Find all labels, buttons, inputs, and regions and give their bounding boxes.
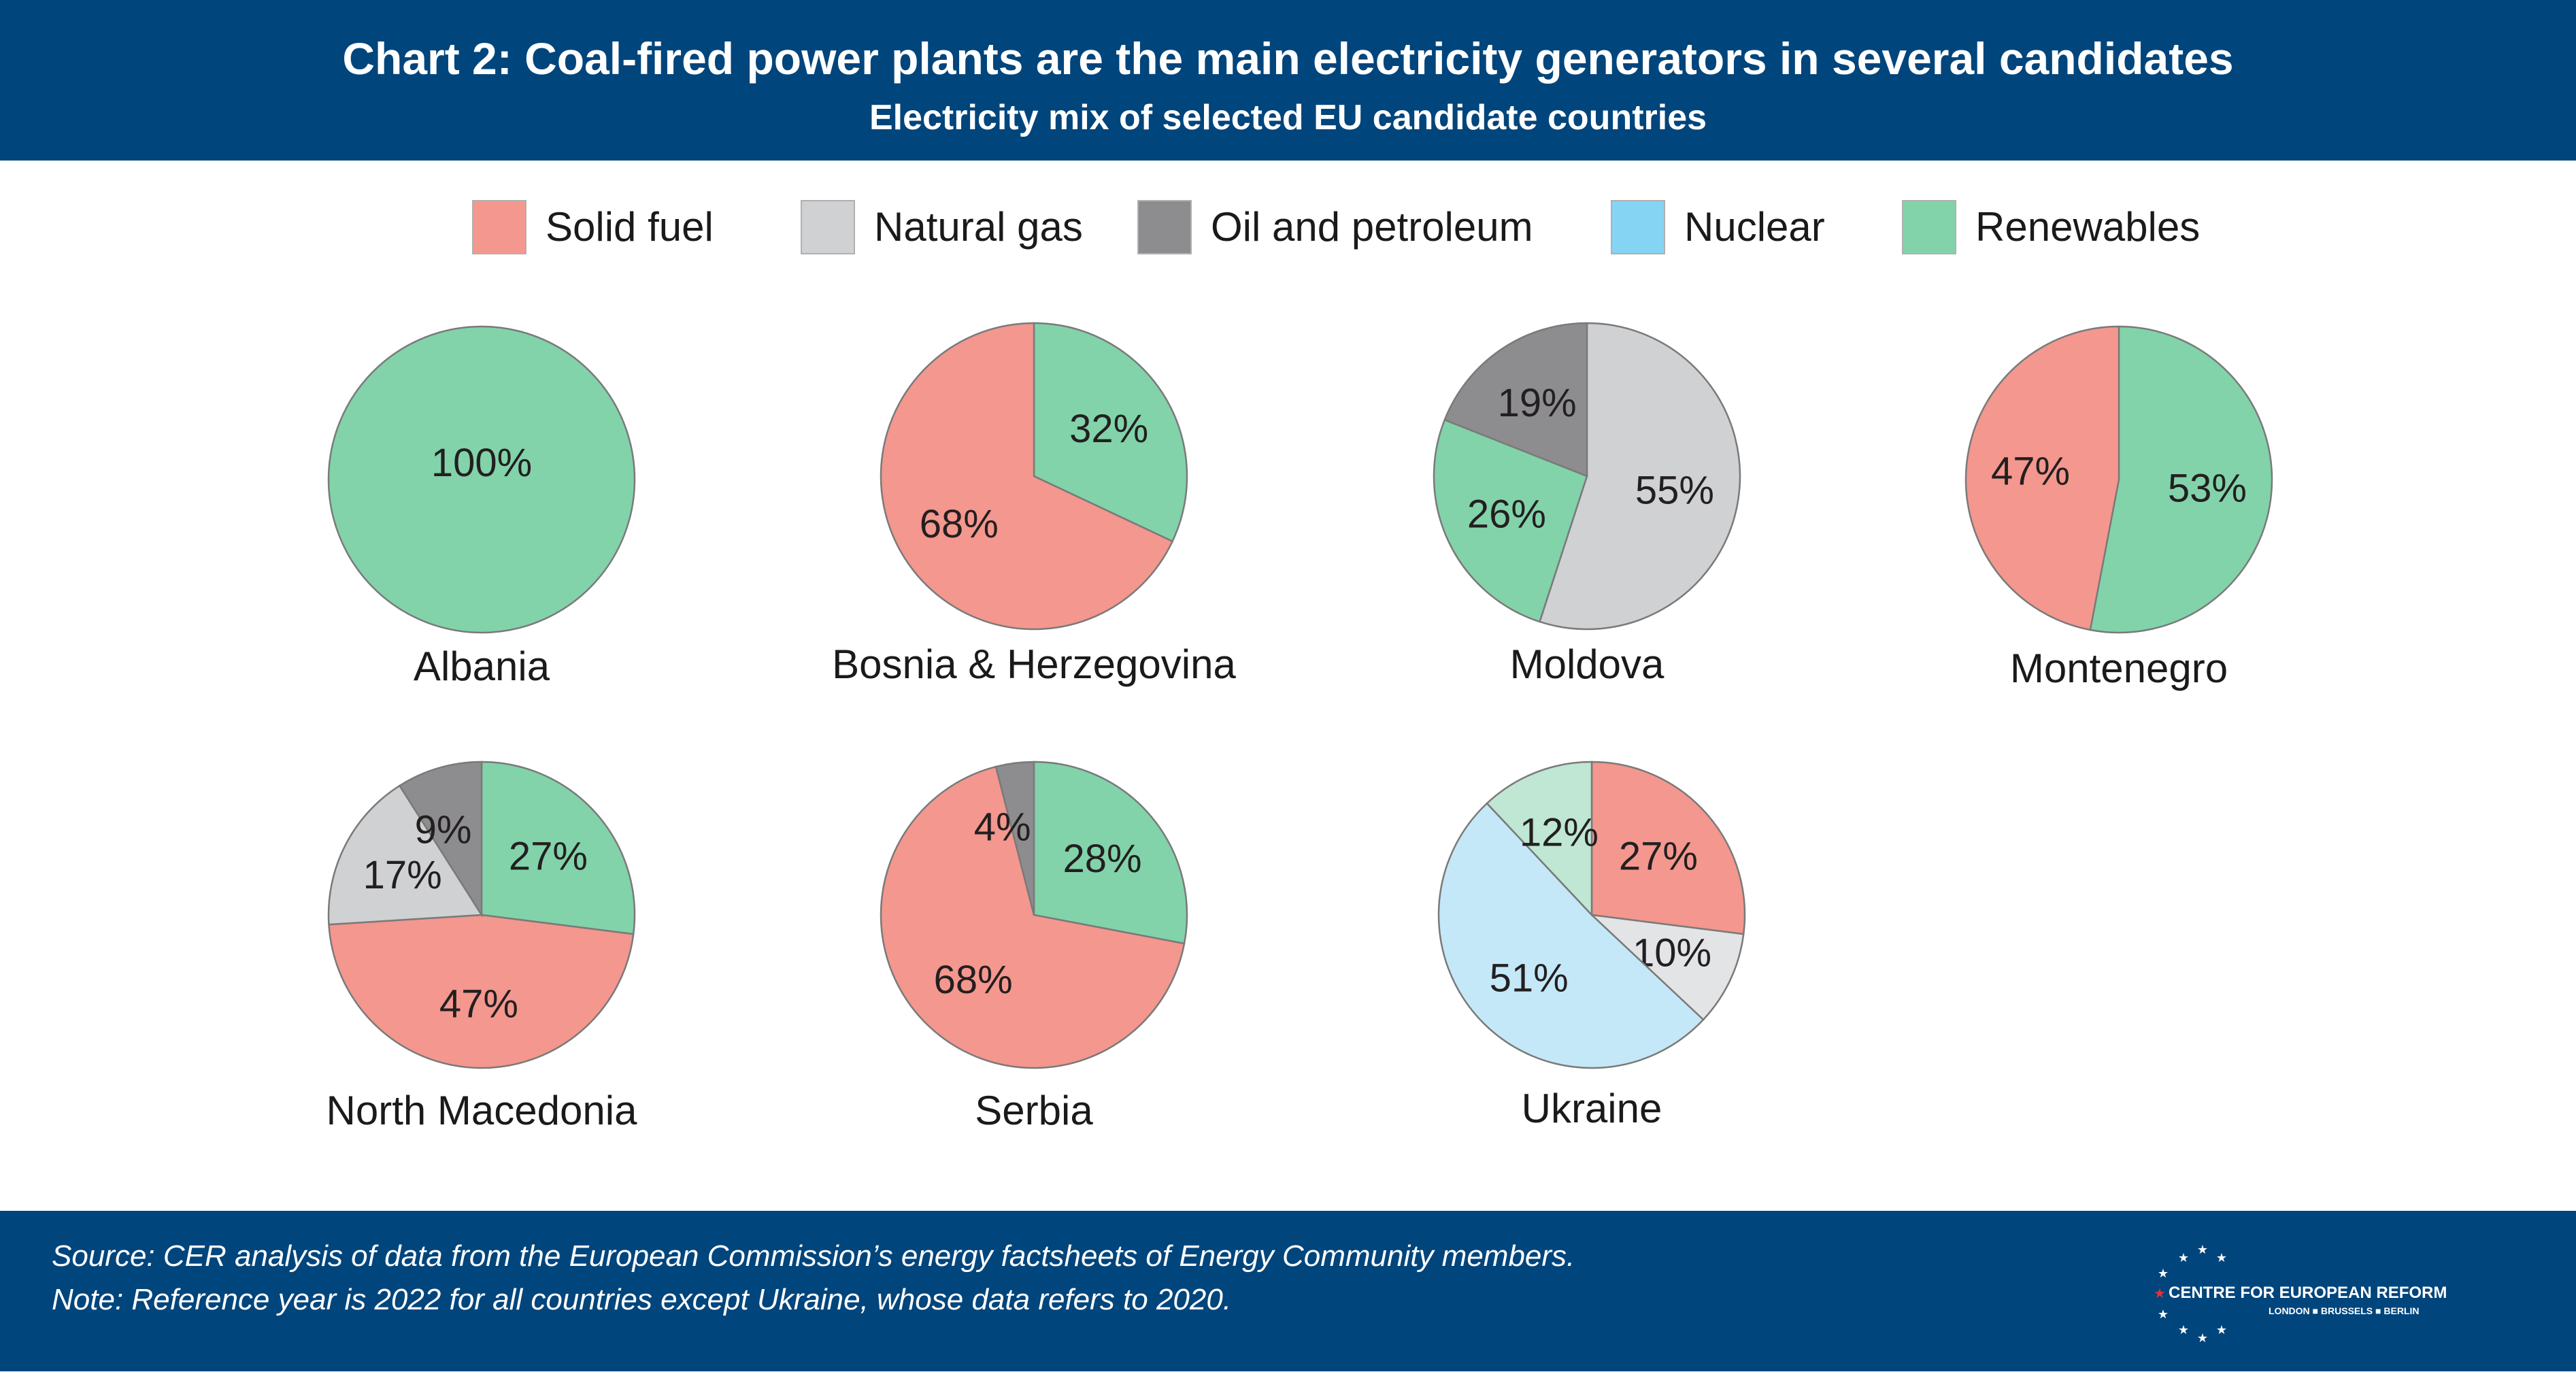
legend-label-renewables: Renewables bbox=[1975, 204, 2201, 250]
slice-moldova-oil-and-petroleum bbox=[1443, 322, 1588, 478]
slice-ukraine-renewables bbox=[1486, 761, 1593, 918]
country-label-ukraine: Ukraine bbox=[1522, 1086, 1662, 1131]
data-label-ukraine-renewables: 12% bbox=[1520, 811, 1599, 855]
pie-charts: 100% Albania 32% 68% Bosnia & Herzegovina 55%… bbox=[327, 322, 2273, 1133]
svg-text:★: ★ bbox=[2197, 1331, 2208, 1346]
data-label-montenegro-solid-fuel: 47% bbox=[1991, 450, 2070, 494]
data-label-montenegro-renewables: 53% bbox=[2168, 466, 2247, 510]
slice-ukraine-natural-gas bbox=[1589, 914, 1745, 1021]
svg-text:★: ★ bbox=[2158, 1307, 2169, 1322]
data-label-north-macedonia-oil-and-petroleum: 9% bbox=[415, 808, 472, 852]
pie-north-macedonia: 27% 47% 17%9% North Macedonia bbox=[327, 761, 638, 1133]
country-label-albania: Albania bbox=[414, 644, 550, 689]
pie-serbia: 28% 68% 4% Serbia bbox=[880, 761, 1188, 1133]
slice-ukraine-solid-fuel bbox=[1590, 761, 1746, 935]
logo-cities: LONDON ■ BRUSSELS ■ BERLIN bbox=[2269, 1305, 2419, 1316]
slice-montenegro-renewables bbox=[2089, 325, 2273, 634]
legend-swatch-nuclear bbox=[1611, 200, 1665, 254]
data-label-north-macedonia-natural-gas: 17% bbox=[363, 853, 442, 897]
data-label-bosnia-and-herzegovina-renewables: 32% bbox=[1069, 407, 1148, 451]
slice-bosnia-and-herzegovina-solid-fuel bbox=[880, 322, 1174, 631]
slice-north-macedonia-oil-and-petroleum bbox=[398, 761, 483, 918]
slice-ukraine-nuclear bbox=[1437, 802, 1705, 1069]
data-label-ukraine-nuclear: 51% bbox=[1490, 956, 1569, 1000]
slice-moldova-renewables bbox=[1433, 418, 1588, 623]
data-label-moldova-renewables: 26% bbox=[1467, 492, 1546, 537]
chart-header: Chart 2: Coal-fired power plants are the… bbox=[0, 0, 2576, 161]
slice-serbia-oil-and-petroleum bbox=[994, 761, 1035, 916]
legend-swatch-oil-and-petroleum bbox=[1137, 200, 1192, 254]
slice-north-macedonia-renewables bbox=[480, 761, 636, 935]
svg-text:★: ★ bbox=[2158, 1267, 2169, 1281]
reference-note: Note: Reference year is 2022 for all cou… bbox=[52, 1283, 1232, 1316]
pie-moldova: 55% 26% 19% Moldova bbox=[1433, 322, 1741, 687]
data-label-north-macedonia-renewables: 27% bbox=[509, 835, 588, 879]
svg-text:★: ★ bbox=[2216, 1323, 2227, 1337]
chart-footer: Source: CER analysis of data from the Eu… bbox=[0, 1211, 2576, 1371]
slice-serbia-renewables bbox=[1033, 761, 1188, 945]
legend-label-oil-and-petroleum: Oil and petroleum bbox=[1211, 204, 1533, 250]
country-label-north-macedonia: North Macedonia bbox=[327, 1088, 638, 1133]
slice-north-macedonia-solid-fuel bbox=[328, 914, 635, 1069]
legend-label-nuclear: Nuclear bbox=[1684, 204, 1825, 250]
pie-montenegro: 53% 47% Montenegro bbox=[1964, 325, 2273, 691]
data-label-moldova-oil-and-petroleum: 19% bbox=[1498, 381, 1577, 425]
data-label-serbia-renewables: 28% bbox=[1063, 837, 1142, 881]
legend-label-natural-gas: Natural gas bbox=[874, 204, 1083, 250]
slice-montenegro-solid-fuel bbox=[1964, 325, 2120, 631]
legend-swatch-natural-gas bbox=[801, 200, 855, 254]
slice-albania-renewables bbox=[327, 325, 636, 634]
svg-text:★: ★ bbox=[2216, 1251, 2227, 1265]
data-label-serbia-solid-fuel: 68% bbox=[934, 958, 1013, 1002]
svg-text:★: ★ bbox=[2178, 1323, 2189, 1337]
logo-name: CENTRE FOR EUROPEAN REFORM bbox=[2169, 1284, 2447, 1302]
data-label-bosnia-and-herzegovina-solid-fuel: 68% bbox=[920, 502, 999, 546]
country-label-moldova: Moldova bbox=[1510, 641, 1665, 687]
slice-moldova-natural-gas bbox=[1538, 322, 1741, 631]
data-label-north-macedonia-solid-fuel: 47% bbox=[439, 982, 518, 1026]
chart-legend: Solid fuel Natural gas Oil and petroleum… bbox=[0, 190, 2576, 258]
data-label-albania-renewables: 100% bbox=[431, 441, 532, 485]
cer-logo: ★ ★ ★ ★ ★ ★ ★ ★ ★ CENTRE FOR EUROPEAN RE… bbox=[2154, 1243, 2447, 1346]
svg-text:★: ★ bbox=[2178, 1251, 2189, 1265]
svg-text:★: ★ bbox=[2154, 1285, 2166, 1301]
slice-north-macedonia-natural-gas bbox=[327, 784, 484, 926]
source-note: Source: CER analysis of data from the Eu… bbox=[52, 1239, 1575, 1273]
country-label-montenegro: Montenegro bbox=[2010, 646, 2228, 691]
country-label-bosnia-and-herzegovina: Bosnia & Herzegovina bbox=[832, 641, 1236, 687]
legend-label-solid-fuel: Solid fuel bbox=[546, 204, 714, 250]
svg-text:★: ★ bbox=[2197, 1243, 2208, 1257]
data-label-serbia-oil-and-petroleum: 4% bbox=[974, 805, 1031, 850]
legend-swatch-renewables bbox=[1902, 200, 1956, 254]
country-label-serbia: Serbia bbox=[975, 1088, 1093, 1133]
data-label-moldova-natural-gas: 55% bbox=[1635, 468, 1714, 512]
pie-ukraine: 27%10%51%12%Ukraine bbox=[1437, 761, 1746, 1131]
slice-serbia-solid-fuel bbox=[880, 765, 1186, 1069]
chart-title: Chart 2: Coal-fired power plants are the… bbox=[342, 33, 2234, 84]
chart-subtitle: Electricity mix of selected EU candidate… bbox=[869, 98, 1707, 137]
pie-bosnia-and-herzegovina: 32% 68% Bosnia & Herzegovina bbox=[832, 322, 1236, 687]
legend-swatch-solid-fuel bbox=[472, 200, 526, 254]
slice-bosnia-and-herzegovina-renewables bbox=[1033, 322, 1188, 543]
data-label-ukraine-solid-fuel: 27% bbox=[1619, 835, 1698, 879]
pie-albania: 100% Albania bbox=[327, 325, 636, 689]
